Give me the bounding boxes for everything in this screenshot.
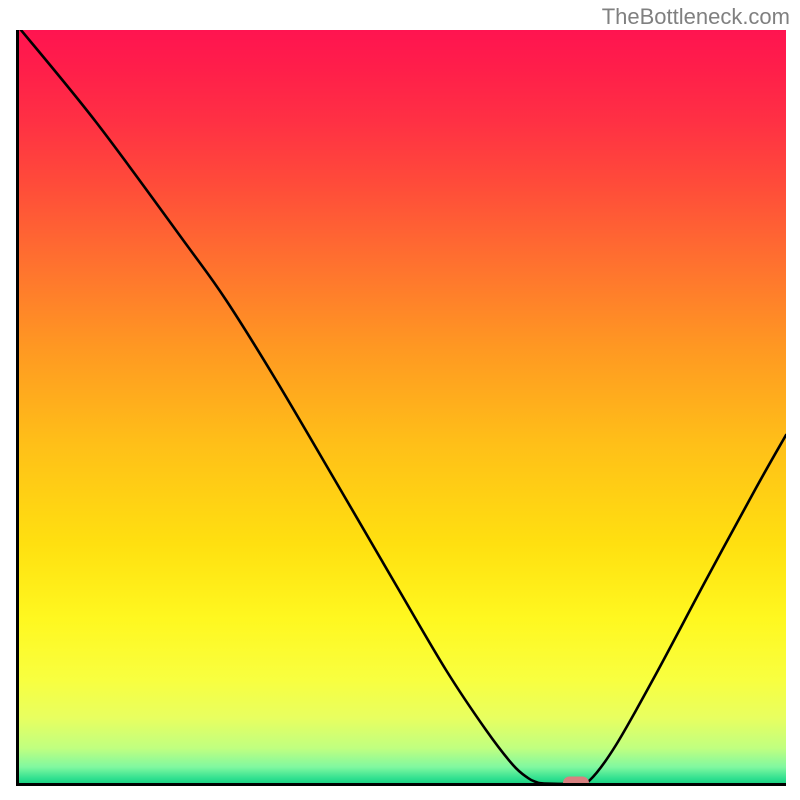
y-axis — [16, 30, 19, 786]
bottleneck-curve — [16, 30, 786, 784]
chart-canvas: TheBottleneck.com — [0, 0, 800, 800]
curve-layer — [16, 30, 786, 786]
x-axis — [16, 783, 786, 786]
plot-area — [16, 30, 786, 786]
watermark-text: TheBottleneck.com — [602, 4, 790, 30]
